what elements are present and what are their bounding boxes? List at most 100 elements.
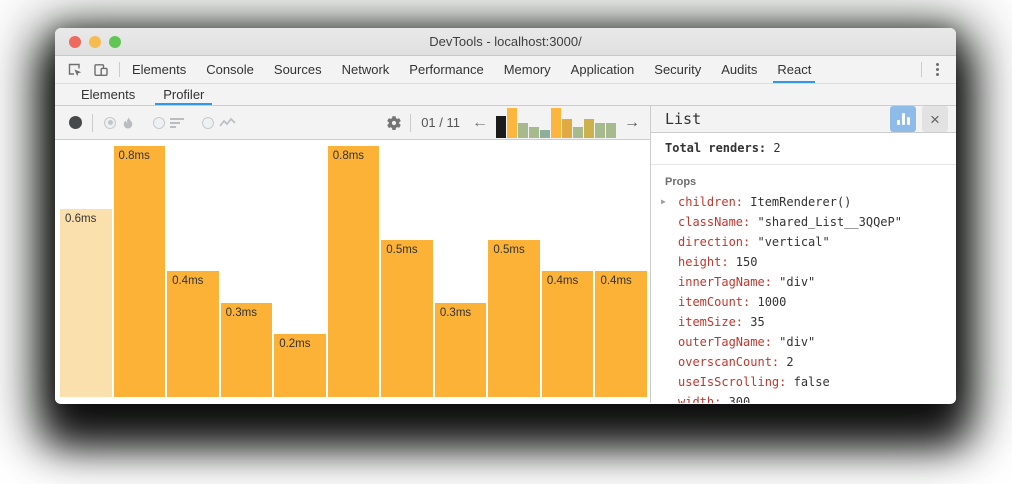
commit-bar-6[interactable]: 0.8ms <box>327 146 380 397</box>
prop-key: overscanCount: <box>678 355 780 369</box>
prop-value: ItemRenderer() <box>743 195 852 209</box>
prop-value: "vertical" <box>750 235 830 249</box>
component-header: List × <box>651 106 956 133</box>
profiler-pane: 01 / 11 ← → 0.6ms 0.8ms 0.4ms 0.3ms 0.2ms 0.8… <box>55 106 650 403</box>
snapshot-counter: 01 / 11 <box>421 115 460 130</box>
tab-performance[interactable]: Performance <box>409 62 484 77</box>
profiler-content: 01 / 11 ← → 0.6ms 0.8ms 0.4ms 0.3ms 0.2ms 0.8… <box>55 106 956 403</box>
sub-tabs: Elements Profiler <box>67 84 218 105</box>
commit-bar-3[interactable]: 0.4ms <box>167 271 219 397</box>
tab-react[interactable]: React <box>767 56 821 83</box>
prop-key: outerTagName: <box>678 335 772 349</box>
snapshot-mini-bar-6[interactable] <box>551 107 561 138</box>
prop-value: "shared_List__3QQeP" <box>750 215 902 229</box>
commit-bar-chart: 0.6ms 0.8ms 0.4ms 0.3ms 0.2ms 0.8ms 0.5ms 0.3ms… <box>55 140 650 403</box>
bar-duration-label: 0.6ms <box>65 213 97 225</box>
prop-key: height: <box>678 255 729 269</box>
commit-bar-5[interactable]: 0.2ms <box>274 334 326 397</box>
commit-bar-10[interactable]: 0.4ms <box>541 271 594 397</box>
snapshot-mini-bar-7[interactable] <box>562 118 572 138</box>
window-title: DevTools - localhost:3000/ <box>429 34 582 49</box>
snapshot-mini-bar-1[interactable] <box>496 115 506 138</box>
record-button[interactable] <box>69 116 82 129</box>
tab-sources[interactable]: Sources <box>273 62 322 77</box>
snapshot-mini-bar-8[interactable] <box>573 126 583 138</box>
expand-arrow-icon[interactable]: ▶ <box>661 197 666 206</box>
prop-key: innerTagName: <box>678 275 772 289</box>
commit-bar-4[interactable]: 0.3ms <box>220 303 273 397</box>
main-tabs: Elements Console Sources Network Performance… <box>122 56 821 83</box>
prop-value: false <box>786 375 830 389</box>
inspect-element-icon[interactable] <box>67 62 83 78</box>
tab-profiler[interactable]: Profiler <box>149 84 218 105</box>
prop-value: 35 <box>743 315 765 329</box>
commit-bar-7[interactable]: 0.5ms <box>381 240 433 397</box>
prop-key: direction: <box>678 235 751 249</box>
tab-application[interactable]: Application <box>570 62 635 77</box>
snapshot-mini-bar-2[interactable] <box>507 107 517 138</box>
prop-row-children[interactable]: ▶ children: ItemRenderer() <box>651 192 956 212</box>
radio-icon <box>202 116 214 129</box>
devtools-window: DevTools - localhost:3000/ <box>55 28 956 404</box>
prop-value: 150 <box>728 255 758 269</box>
props-section-header: Props <box>665 176 697 188</box>
flamegraph-mode-button[interactable] <box>104 115 135 130</box>
bar-duration-label: 0.2ms <box>279 338 311 350</box>
component-chart-button[interactable] <box>890 106 916 132</box>
prop-row-itemSize: itemSize: 35 <box>651 312 956 332</box>
bar-chart-icon <box>896 113 910 125</box>
prop-row-direction: direction: "vertical" <box>651 232 956 252</box>
props-list: ▶ children: ItemRenderer() className: "sha… <box>651 192 956 403</box>
prop-value: "div" <box>771 275 816 289</box>
prop-key: useIsScrolling: <box>678 375 787 389</box>
ranked-mode-button[interactable] <box>153 116 184 129</box>
settings-gear-icon[interactable] <box>386 115 402 131</box>
commit-bar-1[interactable]: 0.6ms <box>60 209 112 397</box>
bar-duration-label: 0.8ms <box>118 150 150 162</box>
divider <box>921 62 922 77</box>
minimize-button[interactable] <box>89 35 101 48</box>
device-toolbar-icon[interactable] <box>93 62 109 78</box>
snapshot-mini-bar-3[interactable] <box>518 122 528 138</box>
zoom-button[interactable] <box>109 35 121 48</box>
prop-row-itemCount: itemCount: 1000 <box>651 292 956 312</box>
close-panel-button[interactable]: × <box>922 106 948 132</box>
radio-icon <box>104 116 116 129</box>
prop-value: 2 <box>779 355 794 369</box>
snapshot-mini-bar-4[interactable] <box>529 126 539 138</box>
commit-bar-2[interactable]: 0.8ms <box>113 146 166 397</box>
total-renders-label: Total renders: <box>665 141 767 155</box>
close-button[interactable] <box>69 35 81 48</box>
bar-duration-label: 0.3ms <box>225 307 257 319</box>
snapshot-mini-bar-5[interactable] <box>540 129 550 138</box>
commit-bar-8[interactable]: 0.3ms <box>434 303 487 397</box>
more-options-icon[interactable] <box>924 56 950 83</box>
bar-duration-label: 0.3ms <box>439 307 472 319</box>
interactions-mode-button[interactable] <box>202 116 236 129</box>
prop-key: width: <box>678 395 722 403</box>
tab-memory[interactable]: Memory <box>503 62 551 77</box>
radio-icon <box>153 116 165 129</box>
tab-console[interactable]: Console <box>206 62 254 77</box>
window-titlebar: DevTools - localhost:3000/ <box>55 28 956 56</box>
snapshot-mini-bar-11[interactable] <box>606 122 616 138</box>
total-renders-row: Total renders: 2 <box>651 133 956 165</box>
previous-snapshot-arrow[interactable]: ← <box>472 113 488 131</box>
next-snapshot-arrow[interactable]: → <box>624 113 640 131</box>
snapshot-mini-bar-9[interactable] <box>584 118 594 138</box>
bar-duration-label: 0.8ms <box>332 150 365 162</box>
bar-duration-label: 0.4ms <box>172 275 204 287</box>
commit-bar-11[interactable]: 0.4ms <box>595 271 648 397</box>
tab-network[interactable]: Network <box>341 62 390 77</box>
tab-elements[interactable]: Elements <box>132 62 187 77</box>
component-inspector-panel: List × Total renders: 2 Props ▶ children:… <box>650 106 956 403</box>
snapshot-mini-bar-10[interactable] <box>595 122 605 138</box>
commit-bar-9[interactable]: 0.5ms <box>488 240 540 397</box>
divider <box>410 113 412 132</box>
prop-row-outerTagName: outerTagName: "div" <box>651 332 956 352</box>
main-tab-bar: Elements Console Sources Network Performance… <box>55 56 956 84</box>
tab-elements[interactable]: Elements <box>81 87 136 102</box>
tab-audits[interactable]: Audits <box>721 62 758 77</box>
tab-security[interactable]: Security <box>654 62 702 77</box>
